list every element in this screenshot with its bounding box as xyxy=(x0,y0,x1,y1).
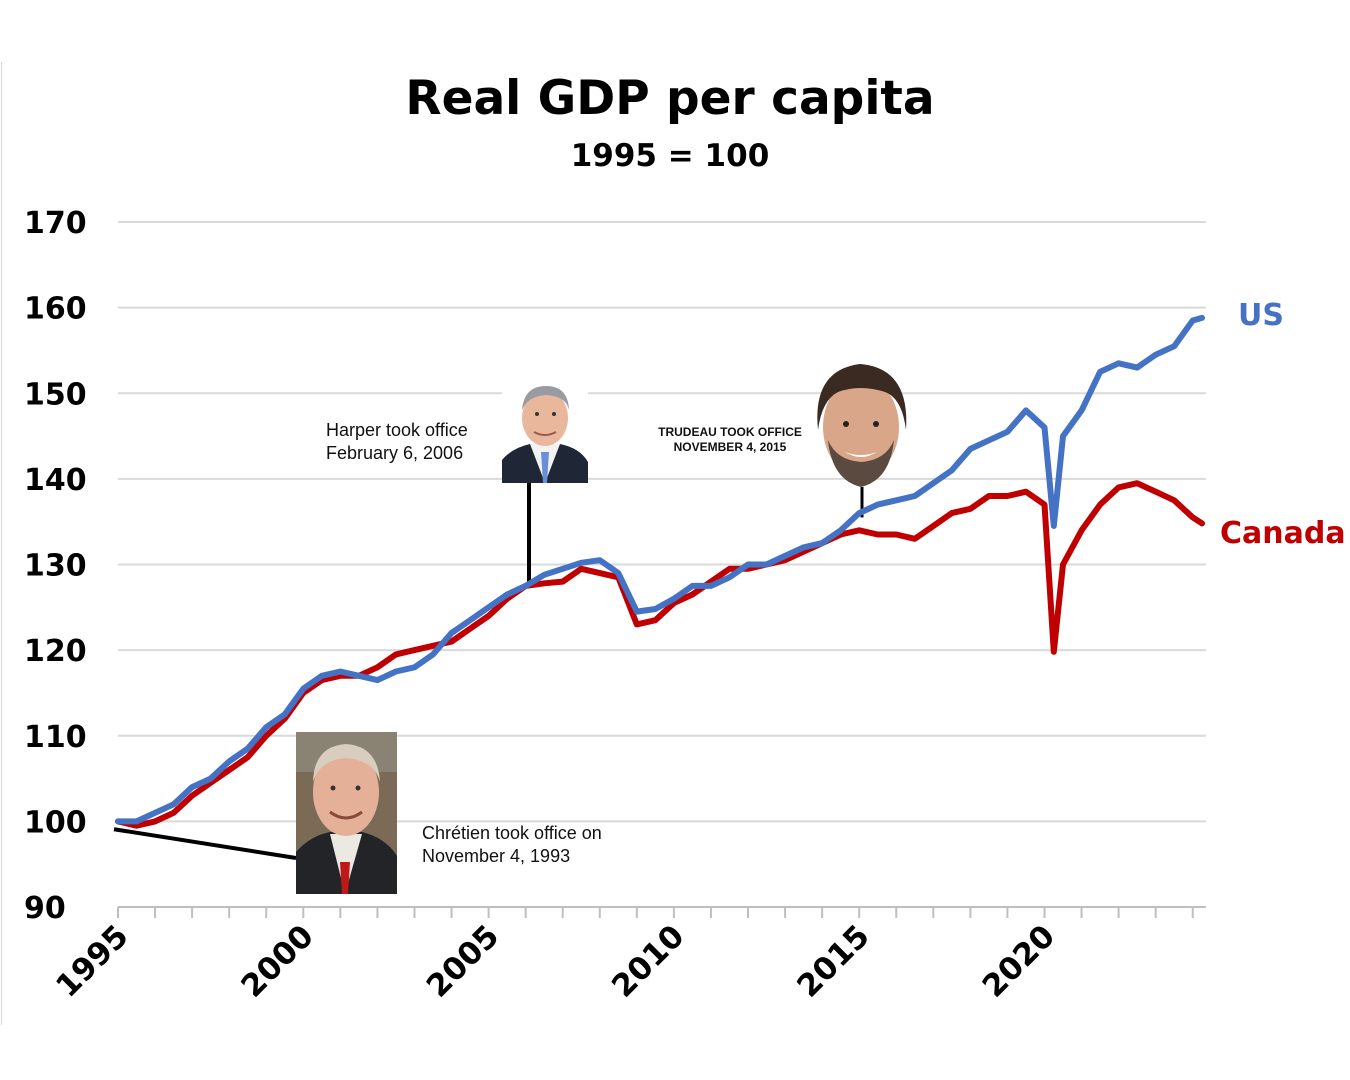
y-tick-label: 170 xyxy=(24,206,87,241)
y-tick-label: 140 xyxy=(24,463,87,498)
trudeau-portrait xyxy=(817,364,907,487)
chretien-portrait xyxy=(296,732,397,894)
x-tick-label: 2005 xyxy=(420,918,506,1004)
y-tick-label: 160 xyxy=(24,292,87,327)
x-tick-label: 2020 xyxy=(976,918,1062,1004)
y-tick-label: 150 xyxy=(24,377,87,412)
chart-title: Real GDP per capita xyxy=(405,71,934,126)
series-line-us xyxy=(115,314,1205,825)
x-tick-label: 2015 xyxy=(790,918,876,1004)
x-axis: 1995 2000 2005 2010 2015 2020 xyxy=(49,906,1206,1005)
leader-chretien xyxy=(113,827,297,860)
series-label-canada: Canada xyxy=(1220,516,1346,551)
annotation-trudeau-line2: NOVEMBER 4, 2015 xyxy=(674,440,787,454)
y-tick-label: 110 xyxy=(24,720,87,755)
annotation-chretien-line1: Chrétien took office on xyxy=(422,823,602,843)
x-tick-label: 2000 xyxy=(234,918,320,1004)
annotation-leaders xyxy=(113,483,864,860)
y-tick-label: 130 xyxy=(24,549,87,584)
annotation-chretien-line2: November 4, 1993 xyxy=(422,846,570,866)
annotation-harper-line1: Harper took office xyxy=(326,420,468,440)
series-label-us: US xyxy=(1238,298,1284,333)
series-lines xyxy=(115,314,1205,829)
x-tick-label: 1995 xyxy=(49,918,135,1004)
y-axis-ticks: 90 100 110 120 130 140 150 160 170 xyxy=(24,206,87,926)
harper-portrait xyxy=(502,380,588,483)
annotation-trudeau-line1: TRUDEAU TOOK OFFICE xyxy=(658,425,802,439)
y-tick-label: 120 xyxy=(24,634,87,669)
y-tick-label: 100 xyxy=(24,805,87,840)
annotation-harper-line2: February 6, 2006 xyxy=(326,443,463,463)
y-tick-label: 90 xyxy=(24,891,66,926)
series-line-canada xyxy=(115,480,1205,829)
x-tick-label: 2010 xyxy=(605,918,691,1004)
chart-subtitle: 1995 = 100 xyxy=(571,138,770,174)
